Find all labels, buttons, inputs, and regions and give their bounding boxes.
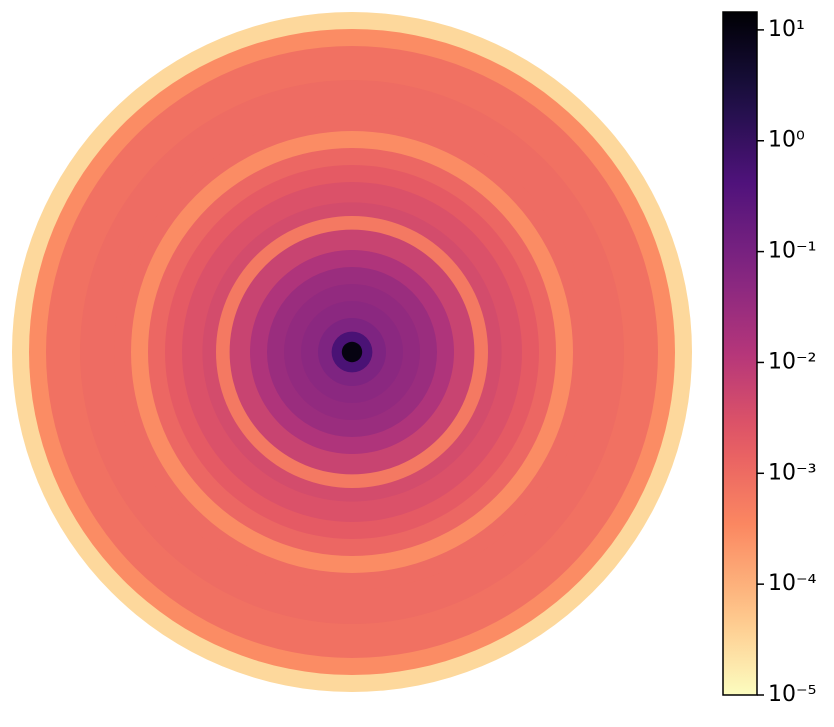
tick-label: 10⁻⁴ (768, 571, 817, 596)
tick-label: 10⁻³ (768, 460, 816, 485)
ring (341, 341, 363, 363)
heatmap (12, 12, 692, 692)
tick-label: 10¹ (768, 17, 805, 42)
tick-label: 10⁰ (768, 128, 805, 153)
colorbar (722, 11, 758, 696)
tick-label: 10⁻⁵ (768, 682, 816, 707)
tick-label: 10⁻¹ (768, 239, 816, 264)
tick-label: 10⁻² (768, 349, 816, 374)
colorbar-axis: 10¹ 10⁰ 10⁻¹ 10⁻² 10⁻³ 10⁻⁴ 10⁻⁵ (757, 17, 817, 707)
